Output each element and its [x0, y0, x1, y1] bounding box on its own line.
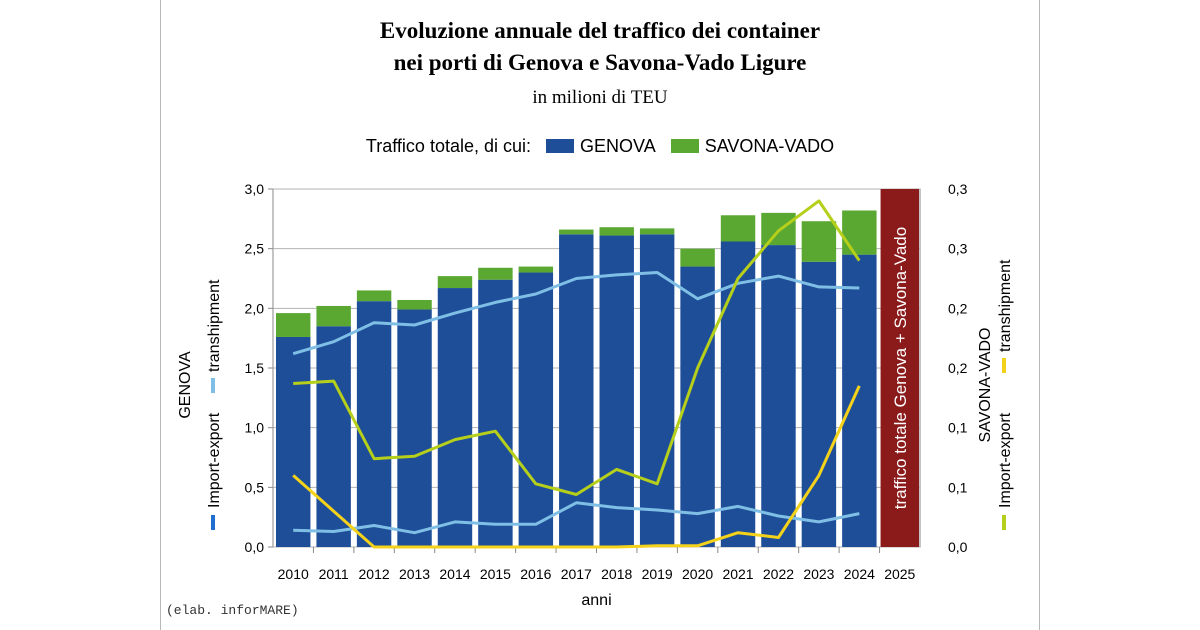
y-axis-label-right-ie: Import-export [997, 412, 1014, 508]
y-tick-label-right: 0,3 [948, 241, 968, 257]
y-axis-label-left-ts: transhipment [206, 279, 223, 372]
chart-subtitle: in milioni di TEU [532, 87, 668, 108]
bar-savona [397, 299, 432, 310]
y-tick-label-left: 1,0 [245, 420, 265, 436]
bar-savona [801, 221, 837, 262]
x-tick-label: 2019 [642, 566, 673, 582]
bar-savona [276, 313, 311, 337]
y-tick-label-right: 0,2 [948, 360, 968, 376]
y-axis-label-right-ts: transhipment [997, 259, 1014, 352]
bar-genova [316, 326, 351, 547]
bar-savona [478, 267, 513, 280]
bar-savona [842, 210, 877, 255]
series-line [293, 501, 860, 535]
bar-genova [478, 279, 513, 547]
bar-genova [356, 301, 392, 547]
x-tick-label: 2011 [319, 566, 349, 582]
x-tick-label: 2012 [359, 566, 390, 582]
chart-title-line2: nei porti di Genova e Savona-Vado Ligure [393, 50, 807, 75]
annotation-banner-text: traffico totale Genova + Savona-Vado [891, 227, 910, 509]
bar-genova [276, 336, 311, 547]
x-tick-label: 2013 [399, 566, 430, 582]
bar-genova [720, 241, 756, 548]
chart-title-line1: Evoluzione annuale del traffico dei cont… [379, 18, 821, 43]
legend-swatch-savona [670, 139, 699, 154]
y-tick-label-right: 0,1 [948, 479, 968, 495]
y-axis-label-right-series: SAVONA-VADO [977, 328, 994, 443]
x-tick-label: 2022 [763, 566, 794, 582]
y-axis-label-left-series: GENOVA [177, 351, 194, 419]
y-tick-label-left: 1,5 [245, 360, 265, 376]
y-tick-label-left: 2,0 [245, 300, 265, 316]
x-tick-label: 2020 [682, 566, 713, 582]
y-axis-label-left-ie: Import-export [206, 412, 223, 508]
legend-label-genova: GENOVA [580, 135, 656, 156]
bar-savona [316, 305, 351, 327]
y-tick-label-left: 2,5 [245, 241, 265, 257]
y-tick-label-right: 0,1 [948, 420, 968, 436]
bar-savona [639, 228, 675, 235]
bar-savona [356, 290, 392, 302]
bar-genova [559, 234, 594, 547]
y-tick-label-right: 0,2 [948, 300, 968, 316]
bar-genova [801, 261, 837, 547]
bar-genova [761, 245, 796, 547]
bar-genova [518, 272, 554, 547]
series-line [292, 271, 860, 356]
bar-savona [559, 229, 594, 235]
x-tick-label: 2014 [439, 566, 470, 582]
credit-text: (elab. inforMARE) [166, 603, 299, 618]
x-tick-label: 2010 [278, 566, 309, 582]
y-tick-label-left: 0,0 [245, 539, 265, 555]
legend-swatch-genova [546, 139, 575, 154]
x-tick-label: 2018 [601, 566, 632, 582]
bar-savona [437, 276, 473, 289]
x-tick-label: 2016 [520, 566, 551, 582]
x-tick-label: 2023 [803, 566, 834, 582]
x-tick-label: 2015 [480, 566, 511, 582]
bar-genova [680, 266, 715, 547]
bar-genova [437, 288, 473, 547]
annotation-banner [880, 189, 919, 547]
bar-genova [397, 309, 432, 547]
bar-savona [518, 266, 554, 273]
bar-savona [720, 215, 756, 242]
legend-label-savona: SAVONA-VADO [704, 135, 835, 156]
bar-genova [639, 234, 675, 547]
bar-genova [599, 235, 634, 548]
series-line [292, 385, 861, 549]
bar-savona [680, 248, 715, 267]
bar-savona [599, 227, 634, 236]
legend-prefix: Traffico totale, di cui: [365, 135, 531, 156]
x-tick-label: 2025 [884, 566, 915, 582]
x-axis-label: anni [581, 592, 611, 609]
chart-legend: Traffico totale, di cui: GENOVA SAVONA-V… [160, 135, 1040, 157]
y-tick-label-right: 0,0 [948, 539, 968, 555]
y-tick-label-right: 0,3 [948, 181, 968, 197]
bar-genova [842, 254, 877, 547]
x-tick-label: 2017 [561, 566, 592, 582]
y-tick-label-left: 0,5 [245, 479, 265, 495]
x-tick-label: 2024 [844, 566, 875, 582]
x-tick-label: 2021 [722, 566, 753, 582]
y-tick-label-left: 3,0 [245, 181, 265, 197]
series-line [293, 199, 861, 496]
